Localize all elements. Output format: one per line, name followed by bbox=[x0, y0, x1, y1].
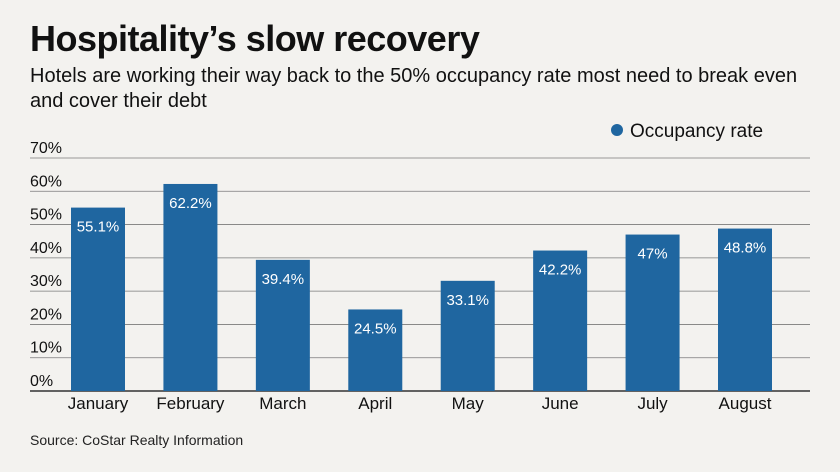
bar-value-label: 62.2% bbox=[169, 195, 212, 212]
bar-value-label: 47% bbox=[638, 246, 668, 263]
bar bbox=[440, 280, 495, 391]
x-tick-label: August bbox=[719, 394, 772, 413]
bar bbox=[533, 250, 588, 391]
legend: Occupancy rate bbox=[611, 121, 763, 142]
bar-value-label: 33.1% bbox=[446, 292, 489, 309]
bar bbox=[255, 259, 310, 391]
bar-value-label: 48.8% bbox=[724, 240, 767, 257]
x-tick-label: January bbox=[68, 394, 129, 413]
x-tick-label: June bbox=[542, 394, 579, 413]
chart-title: Hospitality’s slow recovery bbox=[30, 18, 480, 59]
y-tick-label: 50% bbox=[30, 207, 62, 224]
bar bbox=[625, 234, 680, 391]
y-tick-label: 60% bbox=[30, 173, 62, 190]
bar bbox=[71, 207, 125, 391]
source-note: Source: CoStar Realty Information bbox=[30, 432, 244, 448]
bar bbox=[718, 228, 772, 391]
chart-subtitle: Hotels are working their way back to the… bbox=[30, 65, 798, 112]
bar-value-label: 39.4% bbox=[262, 271, 305, 288]
bar bbox=[348, 309, 403, 391]
x-tick-label: February bbox=[156, 394, 225, 413]
x-tick-label: April bbox=[358, 394, 392, 413]
data-labels: 55.1% 62.2% 39.4% 24.5% 33.1% 42.2% 47% 48.8% bbox=[77, 195, 767, 337]
legend-marker-icon bbox=[611, 124, 623, 136]
bar-value-label: 24.5% bbox=[354, 320, 397, 337]
x-tick-label: July bbox=[637, 394, 668, 413]
gridlines bbox=[30, 157, 810, 392]
y-tick-label: 40% bbox=[30, 240, 62, 257]
x-tick-label: March bbox=[259, 394, 306, 413]
x-axis-ticks: January February March April May June July Augu… bbox=[68, 394, 772, 413]
legend-label: Occupancy rate bbox=[630, 121, 763, 142]
y-tick-label: 10% bbox=[30, 340, 62, 357]
y-tick-label: 20% bbox=[30, 306, 62, 323]
bars bbox=[71, 183, 772, 391]
bar bbox=[163, 183, 218, 391]
y-axis-ticks: 0% 10% 20% 30% 40% 50% 60% 70% bbox=[30, 140, 62, 390]
bar-value-label: 55.1% bbox=[77, 219, 120, 236]
y-tick-label: 70% bbox=[30, 140, 62, 157]
bar-value-label: 42.2% bbox=[539, 262, 582, 279]
y-tick-label: 30% bbox=[30, 273, 62, 290]
y-tick-label: 0% bbox=[30, 373, 53, 390]
x-tick-label: May bbox=[452, 394, 485, 413]
